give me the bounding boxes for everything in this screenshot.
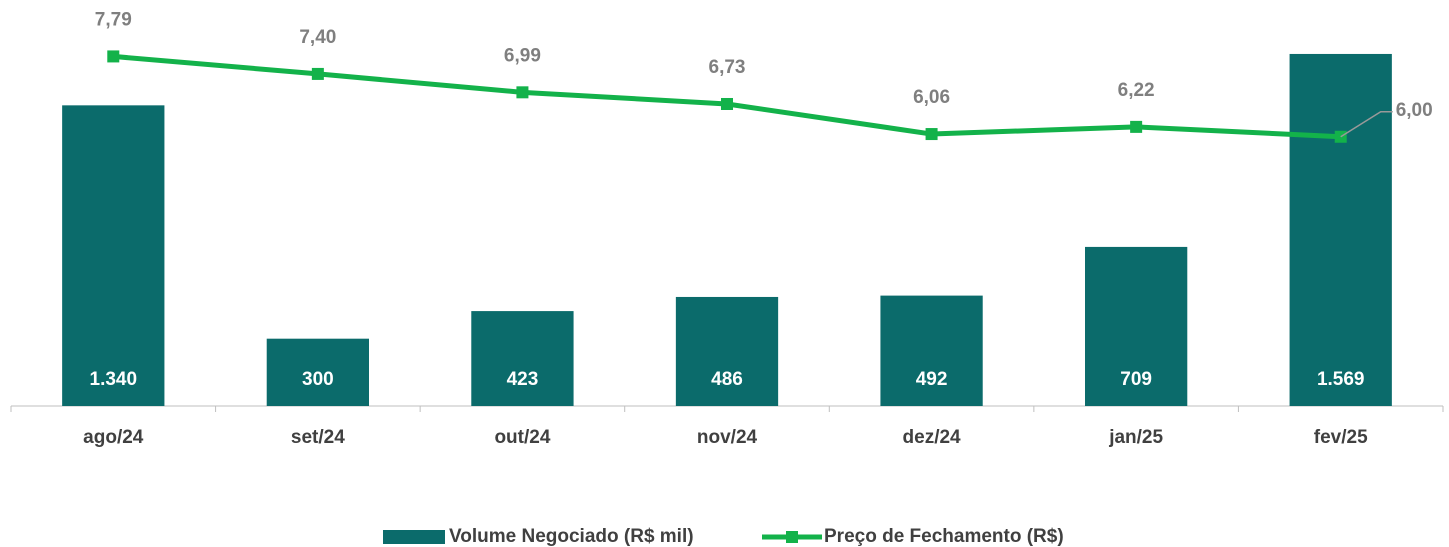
line-value-label: 6,99 bbox=[504, 45, 541, 66]
x-tick-label: ago/24 bbox=[83, 427, 144, 448]
x-tick-label: out/24 bbox=[494, 427, 550, 448]
bar-value-label: 492 bbox=[916, 369, 948, 390]
bar-value-label: 709 bbox=[1120, 369, 1152, 390]
line-marker bbox=[1130, 120, 1143, 133]
bar-value-label: 1.340 bbox=[90, 369, 138, 390]
x-tick-label: jan/25 bbox=[1108, 427, 1163, 448]
legend-label: Preço de Fechamento (R$) bbox=[824, 526, 1064, 547]
bar bbox=[880, 295, 983, 406]
bar bbox=[675, 296, 779, 406]
bar-value-label: 300 bbox=[302, 369, 334, 390]
bar bbox=[266, 338, 369, 406]
line-value-label: 6,00 bbox=[1396, 100, 1433, 121]
line-value-label: 6,22 bbox=[1118, 80, 1155, 101]
legend-label: Volume Negociado (R$ mil) bbox=[449, 526, 694, 547]
legend-swatch bbox=[383, 530, 445, 544]
line-value-label: 6,73 bbox=[709, 57, 746, 78]
bar-value-label: 486 bbox=[711, 369, 743, 390]
bar bbox=[1289, 53, 1392, 406]
bar bbox=[471, 311, 574, 406]
line-marker bbox=[516, 86, 529, 99]
line-marker bbox=[107, 50, 120, 63]
line-value-label: 7,40 bbox=[299, 27, 336, 48]
line-marker bbox=[311, 67, 324, 80]
x-tick-label: fev/25 bbox=[1314, 427, 1368, 448]
line-value-label: 7,79 bbox=[95, 9, 132, 30]
line-marker bbox=[925, 128, 938, 141]
x-tick-label: nov/24 bbox=[697, 427, 758, 448]
bar-value-label: 1.569 bbox=[1317, 369, 1365, 390]
bar-value-label: 423 bbox=[507, 369, 539, 390]
line-marker bbox=[721, 97, 733, 110]
legend-swatch bbox=[786, 531, 798, 543]
x-tick-label: set/24 bbox=[291, 427, 345, 448]
bar bbox=[62, 105, 165, 407]
leader-line bbox=[1340, 111, 1393, 138]
bar bbox=[1085, 246, 1188, 406]
line-value-label: 6,06 bbox=[913, 87, 950, 108]
x-tick-label: dez/24 bbox=[903, 427, 962, 448]
